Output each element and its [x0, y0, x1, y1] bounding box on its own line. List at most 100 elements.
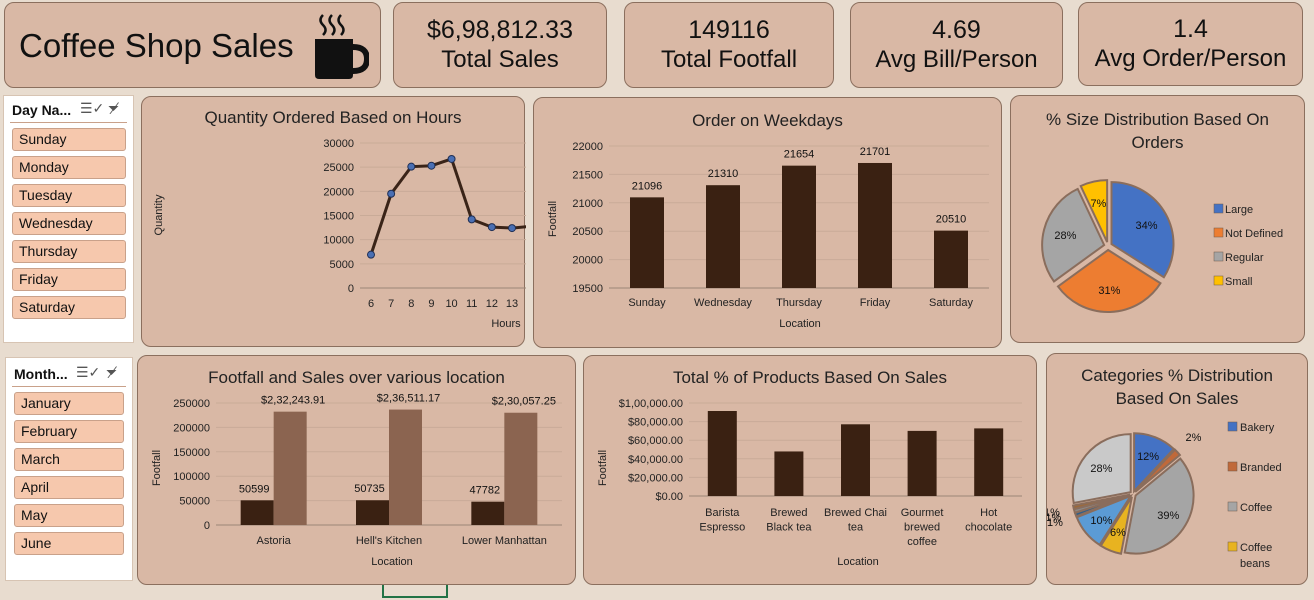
data-label: 47782: [470, 485, 501, 497]
day-slicer-header: Day Na...: [12, 102, 71, 118]
month-item-january[interactable]: January: [14, 392, 124, 415]
x-axis-title: Location: [779, 318, 821, 330]
pie-chart-svg: 12%2%39%6%10%1%1%1%28%BakeryBrandedCoffe…: [1047, 354, 1309, 586]
data-label: 21654: [784, 149, 815, 161]
x-tick-label: Wednesday: [694, 297, 752, 309]
legend-label: Branded: [1240, 462, 1282, 474]
y-tick-label: 21500: [572, 169, 603, 181]
day-item-thursday[interactable]: Thursday: [12, 240, 126, 263]
bar: [630, 197, 664, 288]
kpi-value: $6,98,812.33: [427, 15, 573, 45]
bar: [974, 428, 1003, 496]
x-tick-label: 7: [388, 298, 394, 310]
month-item-february[interactable]: February: [14, 420, 124, 443]
y-tick-label: 21000: [572, 198, 603, 210]
y-tick-label: 15000: [323, 211, 354, 223]
slice-label: 10%: [1090, 515, 1112, 527]
x-tick-label: brewed: [904, 522, 940, 534]
bar: [774, 451, 803, 496]
y-tick-label: 5000: [330, 259, 354, 271]
day-item-sunday[interactable]: Sunday: [12, 128, 126, 151]
kpi-label: Total Footfall: [661, 45, 797, 75]
slicer-divider: [12, 386, 126, 387]
x-axis-title: Location: [837, 556, 879, 568]
y-tick-label: 30000: [323, 138, 354, 150]
y-tick-label: $60,000.00: [628, 435, 683, 447]
slice-label: 31%: [1098, 285, 1120, 297]
bar: [389, 410, 422, 525]
kpi-value: 4.69: [932, 15, 981, 45]
legend-swatch: [1228, 462, 1237, 471]
legend-swatch: [1228, 422, 1237, 431]
slice-label: 28%: [1054, 230, 1076, 242]
x-tick-label: tea: [848, 522, 864, 534]
kpi-avg-bill: 4.69 Avg Bill/Person: [850, 2, 1063, 88]
legend-label: Small: [1225, 276, 1253, 288]
line-chart-svg: 050001000015000200002500030000HoursQuant…: [142, 97, 526, 348]
day-item-wednesday[interactable]: Wednesday: [12, 212, 126, 235]
coffee-cup-icon: [309, 11, 369, 81]
day-item-tuesday[interactable]: Tuesday: [12, 184, 126, 207]
data-label: 21701: [860, 146, 891, 158]
bar-chart-svg: $0.00 $20,000.00 $40,000.00 $60,000.00 $80,0…: [584, 356, 1038, 586]
bar: [504, 413, 537, 525]
bar: [706, 185, 740, 288]
day-item-monday[interactable]: Monday: [12, 156, 126, 179]
slice-label: 12%: [1137, 451, 1159, 463]
data-point: [509, 225, 516, 232]
y-tick-label: 0: [204, 520, 210, 532]
clear-filter-icon[interactable]: ⏷̸: [106, 364, 117, 381]
month-item-april[interactable]: April: [14, 476, 124, 499]
bar: [934, 231, 968, 288]
legend-label: Coffee: [1240, 542, 1272, 554]
kpi-value: 1.4: [1173, 14, 1208, 44]
chart-footfall-sales-location: Footfall and Sales over various location…: [137, 355, 576, 585]
y-tick-label: 100000: [173, 471, 210, 483]
chart-quantity-by-hour: Quantity Ordered Based on Hours 0 5000 100…: [141, 96, 525, 347]
data-point: [428, 162, 435, 169]
y-tick-label: 10000: [323, 235, 354, 247]
month-item-june[interactable]: June: [14, 532, 124, 555]
month-item-march[interactable]: March: [14, 448, 124, 471]
selected-cell[interactable]: [382, 585, 448, 598]
month-item-may[interactable]: May: [14, 504, 124, 527]
month-slicer: Month... ☰✓ ⏷̸ January February March Ap…: [5, 357, 133, 581]
legend-swatch: [1214, 252, 1223, 261]
multi-select-icon[interactable]: ☰✓: [76, 364, 100, 381]
data-label: 50599: [239, 483, 270, 495]
kpi-label: Avg Bill/Person: [875, 45, 1037, 75]
x-tick-label: 8: [408, 298, 414, 310]
kpi-label: Avg Order/Person: [1095, 44, 1287, 74]
multi-select-icon[interactable]: ☰✓: [80, 100, 104, 117]
y-tick-label: 20000: [572, 255, 603, 267]
day-item-friday[interactable]: Friday: [12, 268, 126, 291]
data-label: $2,30,057.25: [492, 396, 556, 408]
data-label: 21310: [708, 168, 739, 180]
x-axis-title: Hours: [491, 318, 521, 330]
x-tick-label: 6: [368, 298, 374, 310]
x-tick-label: Hot: [980, 507, 997, 519]
x-tick-label: Friday: [860, 297, 891, 309]
bar: [841, 424, 870, 496]
bar-chart-svg: 050000100000150000200000250000LocationFo…: [138, 356, 577, 586]
y-tick-label: 200000: [173, 422, 210, 434]
legend-label: Bakery: [1240, 422, 1275, 434]
y-tick-label: 19500: [572, 283, 603, 295]
y-axis-title: Footfall: [597, 450, 609, 486]
chart-orders-weekdays: Order on Weekdays 19500 20000 20500 21000 21…: [533, 97, 1002, 348]
bar: [782, 166, 816, 288]
day-item-saturday[interactable]: Saturday: [12, 296, 126, 319]
day-slicer: Day Na... ☰✓ ⏷̸ Sunday Monday Tuesday We…: [3, 95, 134, 343]
x-tick-label: Thursday: [776, 297, 822, 309]
legend-label: Large: [1225, 204, 1253, 216]
x-tick-label: Brewed: [770, 507, 807, 519]
data-point: [408, 163, 415, 170]
x-tick-label: chocolate: [965, 522, 1012, 534]
bar: [241, 500, 274, 525]
bar: [858, 163, 892, 288]
x-tick-label: coffee: [907, 536, 937, 548]
slicer-divider: [10, 122, 127, 123]
clear-filter-icon[interactable]: ⏷̸: [108, 100, 119, 117]
slice-label: 34%: [1136, 220, 1158, 232]
bar: [708, 411, 737, 496]
